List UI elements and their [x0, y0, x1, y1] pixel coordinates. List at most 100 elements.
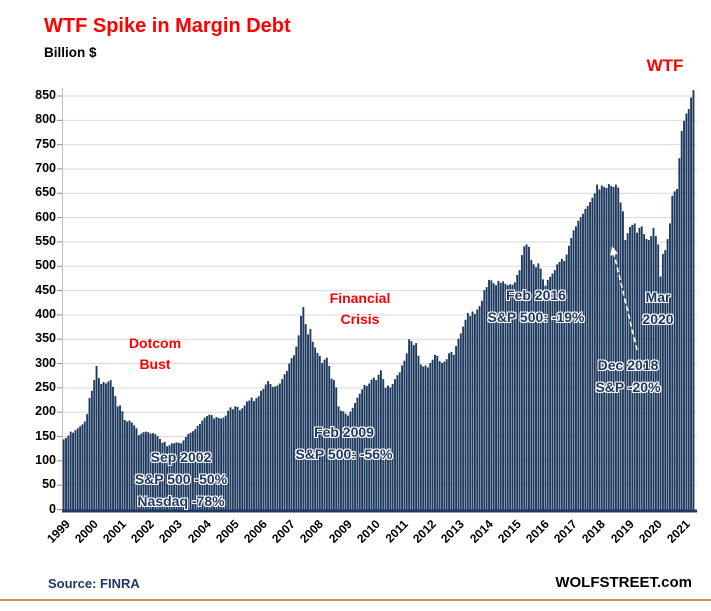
bar: [144, 431, 147, 511]
bar: [105, 383, 107, 511]
annotation-mar-2020: Mar 2020: [642, 289, 674, 327]
bar: [659, 276, 662, 511]
bar: [382, 379, 385, 511]
bar: [354, 402, 356, 511]
bar: [196, 425, 199, 511]
bar: [640, 226, 643, 511]
bar: [661, 254, 664, 511]
y-axis-label: 100: [35, 452, 56, 467]
bar: [485, 287, 488, 511]
bar: [74, 430, 77, 511]
bar: [387, 385, 389, 511]
bar: [208, 414, 211, 511]
bar: [469, 315, 472, 511]
bar: [257, 396, 260, 511]
bar: [337, 406, 340, 511]
bar: [201, 420, 204, 511]
bar: [203, 417, 206, 511]
bar: [107, 381, 110, 511]
bar: [166, 446, 168, 511]
bar: [434, 354, 436, 511]
bar: [100, 383, 103, 511]
bar: [614, 184, 617, 511]
y-axis-title: Billion $: [44, 45, 97, 60]
bar: [683, 120, 685, 511]
bar: [262, 388, 265, 511]
bar: [452, 354, 455, 511]
bar: [154, 434, 157, 511]
bar: [666, 239, 669, 511]
bar: [394, 379, 396, 511]
bar: [610, 186, 613, 511]
bar: [598, 189, 601, 511]
bar: [135, 428, 138, 511]
bar: [497, 280, 500, 511]
bar: [83, 421, 86, 511]
bar: [65, 437, 67, 511]
bar: [375, 380, 378, 511]
bar: [281, 379, 284, 511]
bar: [535, 267, 537, 511]
y-axis-label: 500: [35, 258, 56, 273]
bar: [194, 429, 197, 511]
annotation-financial-crisis: Financial Crisis: [329, 290, 391, 327]
annotation-wtf: WTF: [646, 56, 684, 75]
arrow-icon: [613, 253, 638, 351]
bar: [123, 419, 126, 511]
bar: [464, 319, 467, 511]
bar: [156, 436, 159, 511]
bar: [269, 383, 272, 511]
bar: [518, 270, 521, 511]
y-axis-label: 250: [35, 379, 56, 394]
bar: [191, 431, 194, 511]
bar: [361, 389, 364, 511]
bar: [311, 341, 314, 511]
bar: [426, 367, 429, 511]
bar: [589, 202, 591, 511]
bar: [229, 407, 232, 511]
bar: [384, 387, 387, 511]
bar: [356, 397, 359, 511]
bar: [685, 113, 688, 511]
bar: [565, 254, 568, 511]
bar: [114, 396, 117, 511]
bar: [210, 415, 213, 511]
bar: [79, 426, 82, 511]
bar: [422, 366, 425, 511]
y-axis-label: 50: [42, 477, 56, 492]
y-axis-label: 650: [35, 185, 56, 200]
bar: [509, 284, 512, 511]
bar: [189, 432, 192, 511]
bar: [321, 363, 324, 511]
bar: [285, 370, 288, 511]
bar: [90, 390, 93, 511]
y-axis-label: 400: [35, 306, 56, 321]
bar: [288, 363, 291, 511]
y-axis-label: 150: [35, 428, 56, 443]
bar: [248, 400, 251, 511]
bar: [238, 410, 241, 511]
bar: [412, 345, 415, 511]
bar: [163, 441, 166, 511]
bar: [511, 284, 514, 511]
bar: [612, 186, 615, 511]
wolfstreet-logo: WOLFSTREET.com: [555, 574, 692, 591]
bar: [680, 131, 683, 511]
bar: [227, 410, 230, 511]
bar: [168, 445, 171, 511]
bar: [330, 378, 333, 511]
bar: [429, 363, 432, 511]
bar: [528, 246, 530, 511]
bar: [523, 246, 526, 511]
bar: [462, 326, 465, 511]
bar: [109, 380, 112, 511]
bar: [415, 343, 418, 511]
bar: [607, 184, 610, 511]
bar: [560, 258, 563, 511]
bar: [177, 442, 180, 511]
bar: [572, 230, 575, 511]
bar: [539, 268, 542, 511]
bar: [532, 264, 535, 511]
bar: [577, 221, 580, 511]
bar: [401, 365, 403, 511]
